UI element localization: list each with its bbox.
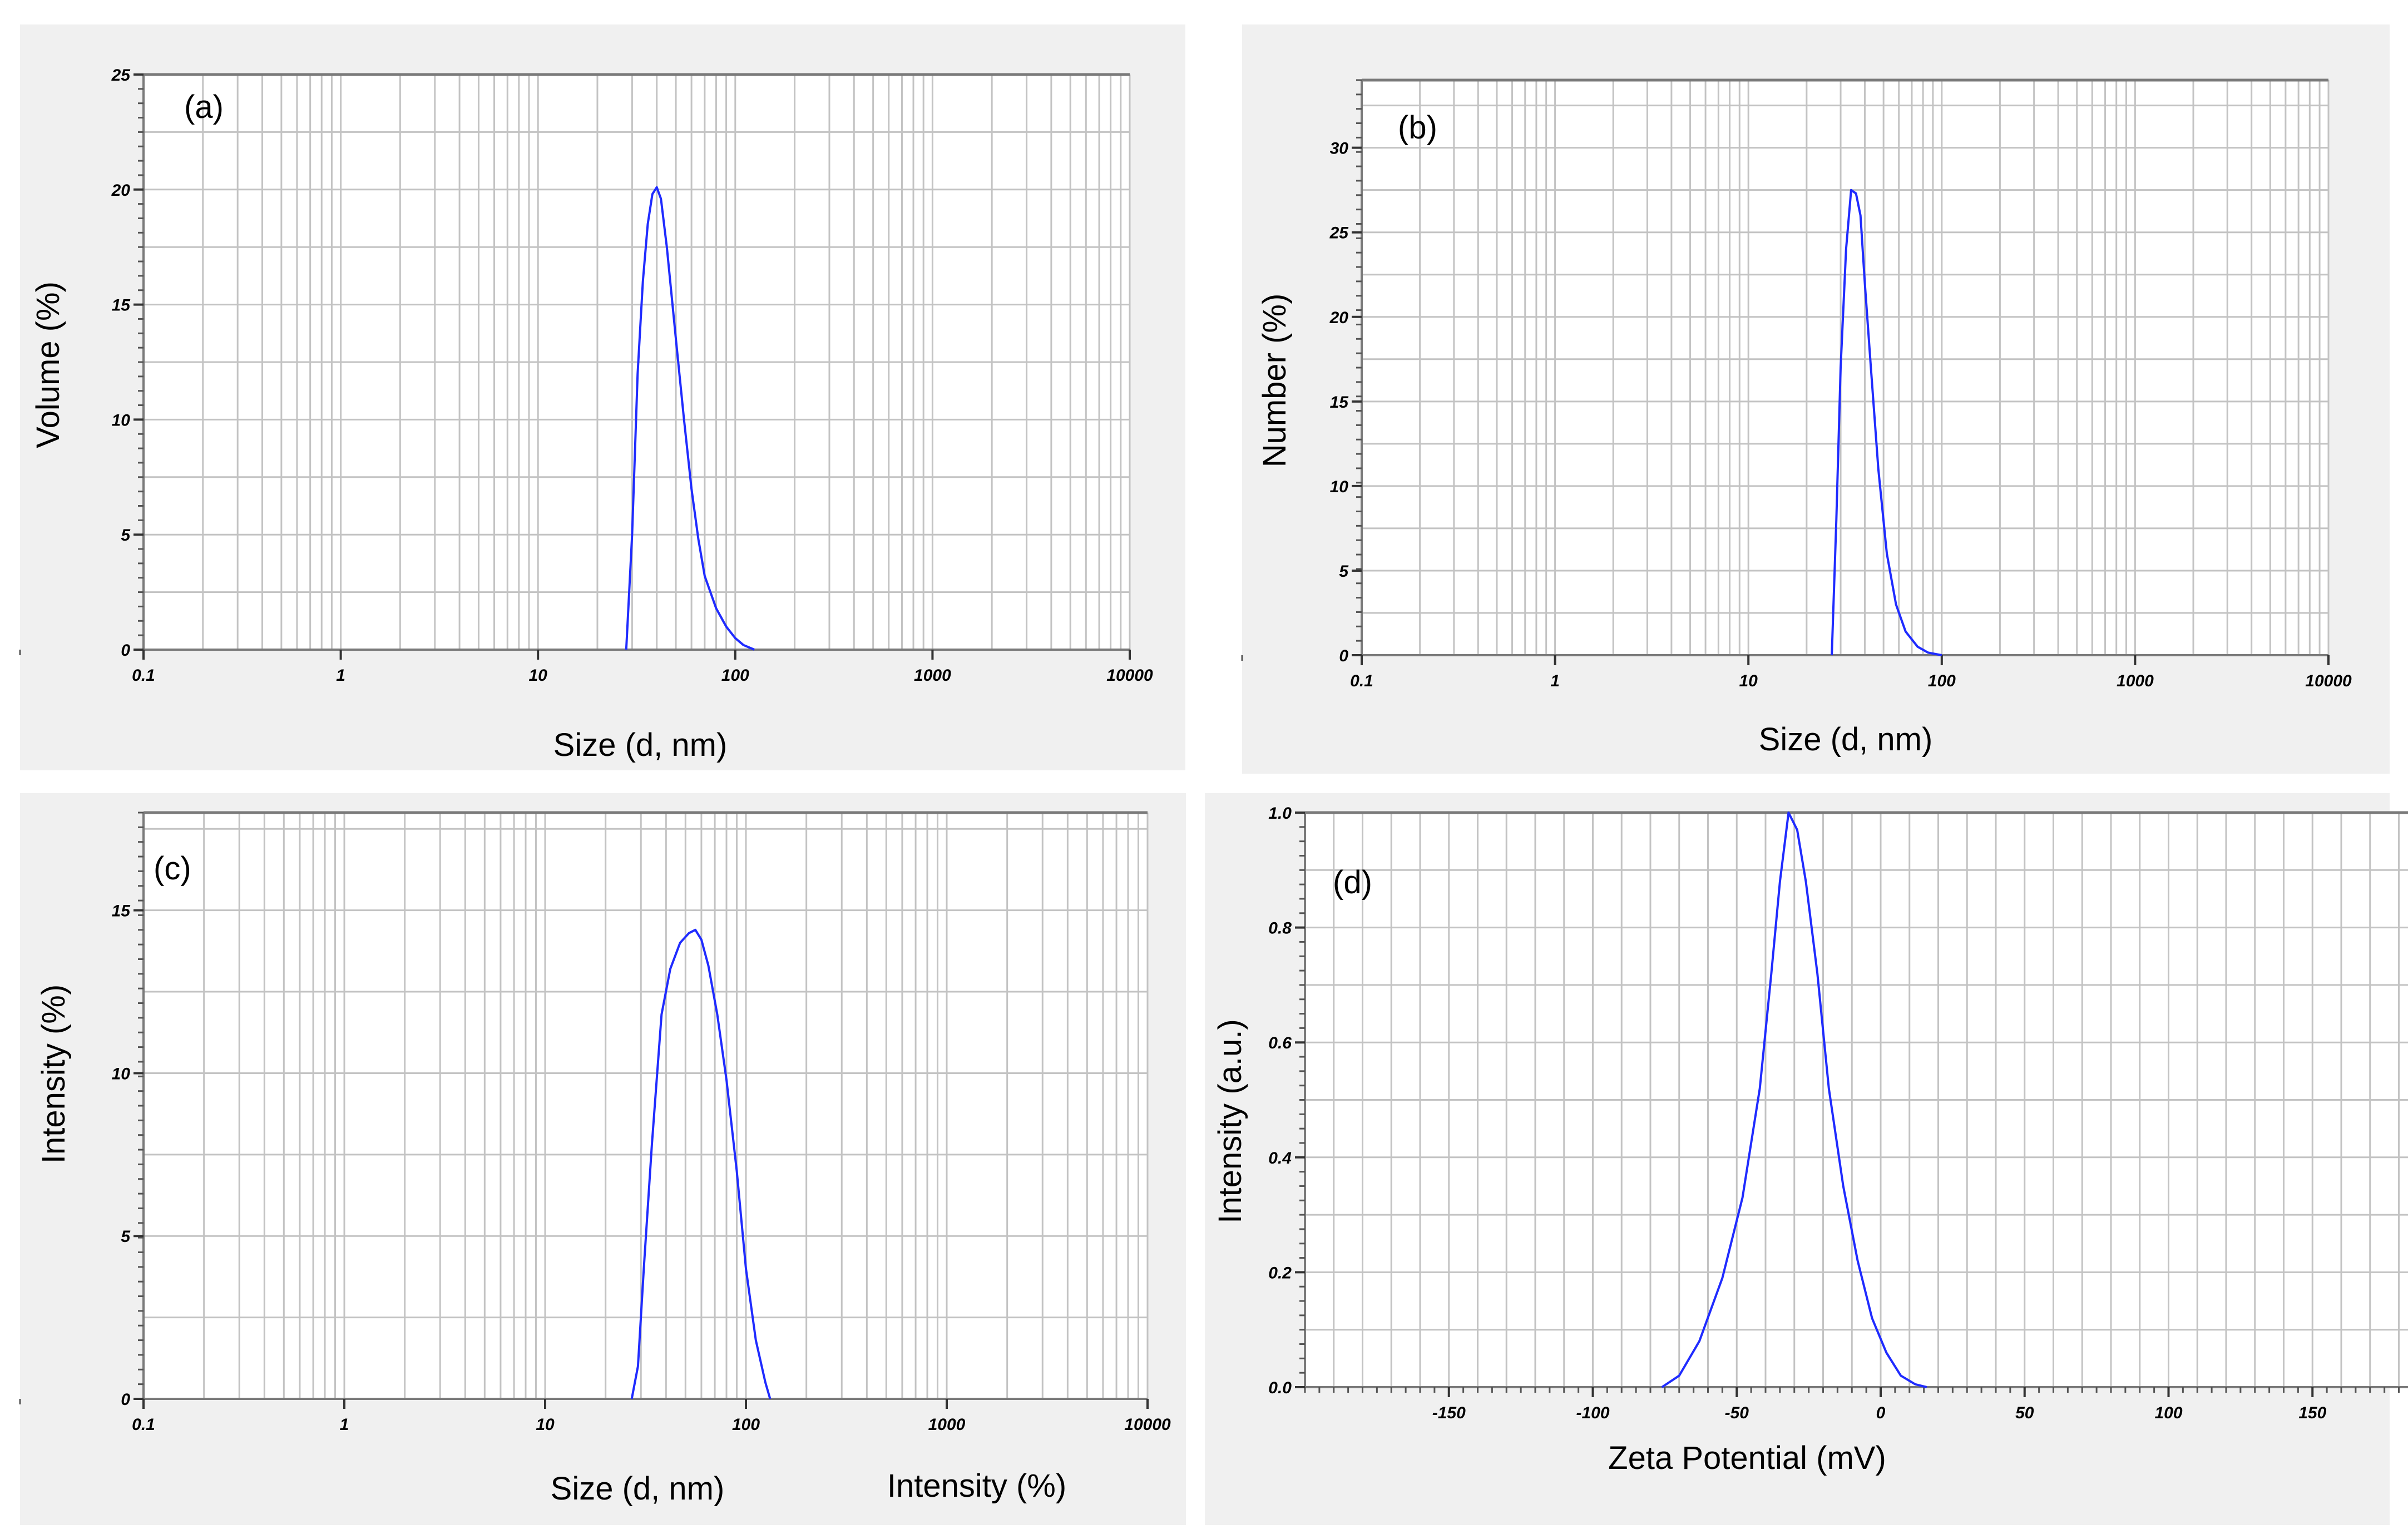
- grid: [1304, 811, 2408, 1388]
- chart-b: 0 5 10 15 20 25 30 0.1 1 10 100 1000 10000 Size (d, n…: [1241, 78, 2352, 758]
- y-tick-label: 25: [1329, 224, 1349, 243]
- y-tick-label: 5: [1339, 562, 1349, 581]
- y-axis-title: Intensity (a.u.): [1212, 1019, 1248, 1223]
- y-tick-label: 20: [111, 181, 131, 200]
- x-tick-label: 0: [1876, 1404, 1886, 1422]
- x-tick-label: 100: [1928, 672, 1956, 690]
- x-tick-label: 10000: [2305, 672, 2352, 690]
- x-tick-label: 10: [536, 1416, 555, 1434]
- y-tick-label: 15: [112, 296, 131, 315]
- panel-tag: (b): [1398, 110, 1437, 146]
- x-tick-label: 10: [1739, 672, 1758, 690]
- minor-ticks: [1299, 811, 2400, 1393]
- y-tick-label: 5: [121, 526, 131, 545]
- y-tick-label: 0: [121, 1391, 130, 1409]
- y-axis-title: Volume (%): [30, 281, 66, 448]
- x-tick-label: 150: [2298, 1404, 2326, 1422]
- x-tick-label: 1000: [914, 666, 951, 685]
- x-tick-label: -50: [1725, 1404, 1749, 1422]
- y-tick-label: 15: [1330, 393, 1349, 412]
- y-tick-label: 0.8: [1268, 919, 1292, 938]
- y-tick-label: 15: [112, 902, 131, 921]
- y-tick-label: 25: [111, 66, 131, 85]
- x-tick-label: 0.1: [132, 666, 155, 685]
- minor-ticks: [19, 811, 144, 1404]
- series-line-volume: [625, 186, 755, 651]
- y-tick-label: 0: [1339, 647, 1348, 665]
- panel-tag: (d): [1333, 864, 1372, 900]
- x-axis-title: Size (d, nm): [553, 727, 728, 763]
- panel-tag: (c): [154, 850, 191, 887]
- grid: [1361, 80, 2330, 656]
- y-tick-label: 10: [112, 411, 131, 429]
- plot-area: [1362, 80, 2328, 655]
- x-tick-label: 1: [1550, 672, 1560, 690]
- y-tick-label: 10: [112, 1065, 131, 1083]
- y-tick-label: 5: [121, 1228, 131, 1246]
- x-axis-title: Zeta Potential (mV): [1608, 1440, 1886, 1476]
- series-line-intensity: [630, 928, 772, 1399]
- panel-number-distribution: 0 5 10 15 20 25 30 0.1 1 10 100 1000 10000 Size (d, n…: [1241, 24, 2390, 774]
- y-axis-title: Intensity (%): [36, 984, 72, 1164]
- x-tick-label: -150: [1432, 1404, 1466, 1422]
- panel-tag: (a): [184, 89, 224, 125]
- grid: [142, 73, 1131, 651]
- y-tick-label: 20: [1329, 309, 1349, 327]
- extra-label: Intensity (%): [887, 1468, 1066, 1504]
- y-axis-title: Number (%): [1257, 294, 1293, 468]
- panel-volume-distribution: 0 5 10 15 20 25 0.1 1 10 100 1000 10000 Size (d, nm)…: [19, 24, 1185, 770]
- y-tick-label: 0.2: [1268, 1264, 1292, 1282]
- series-line-number: [1831, 189, 1942, 656]
- panel-intensity-distribution: 0 5 10 15 0.1 1 10 100 1000 10000 Size (d, nm) Inte…: [19, 793, 1186, 1525]
- x-tick-label: 100: [721, 666, 749, 685]
- y-tick-label: 30: [1330, 140, 1349, 158]
- x-tick-label: 1000: [928, 1416, 966, 1434]
- x-tick-label: 0.1: [1350, 672, 1373, 690]
- y-tick-label: 10: [1330, 478, 1349, 496]
- y-tick-label: 0.6: [1268, 1034, 1292, 1052]
- grid: [142, 813, 1149, 1400]
- x-axis-title: Size (d, nm): [551, 1471, 725, 1507]
- x-tick-label: 1: [336, 666, 345, 685]
- x-axis-title: Size (d, nm): [1759, 721, 1933, 758]
- x-tick-label: 10000: [1124, 1416, 1171, 1434]
- x-tick-label: 1000: [2117, 672, 2154, 690]
- panel-zeta-potential: 0.00.20.40.60.81.0-150-100-5005010015020…: [1205, 793, 2408, 1525]
- y-tick-label: 1.0: [1268, 804, 1292, 823]
- chart-a: 0 5 10 15 20 25 0.1 1 10 100 1000 10000 Size (d, nm)…: [19, 66, 1153, 763]
- y-tick-label: 0: [121, 641, 130, 660]
- chart-c: 0 5 10 15 0.1 1 10 100 1000 10000 Size (d, nm) Inte…: [19, 811, 1171, 1507]
- minor-ticks: [1241, 79, 1362, 661]
- x-tick-label: 0.1: [132, 1416, 155, 1434]
- plot-area: [144, 813, 1148, 1399]
- y-tick-label: 0.4: [1268, 1149, 1292, 1167]
- x-tick-label: 100: [732, 1416, 760, 1434]
- x-tick-label: 10: [529, 666, 548, 685]
- x-tick-label: 100: [2154, 1404, 2182, 1422]
- chart-d: 0.00.20.40.60.81.0-150-100-5005010015020…: [1212, 804, 2408, 1476]
- x-tick-label: 1: [340, 1416, 349, 1434]
- x-tick-label: -100: [1576, 1404, 1609, 1422]
- x-tick-label: 10000: [1106, 666, 1153, 685]
- y-tick-label: 0.0: [1268, 1379, 1292, 1397]
- x-tick-label: 50: [2015, 1404, 2034, 1422]
- series-line-zeta: [1661, 811, 1927, 1388]
